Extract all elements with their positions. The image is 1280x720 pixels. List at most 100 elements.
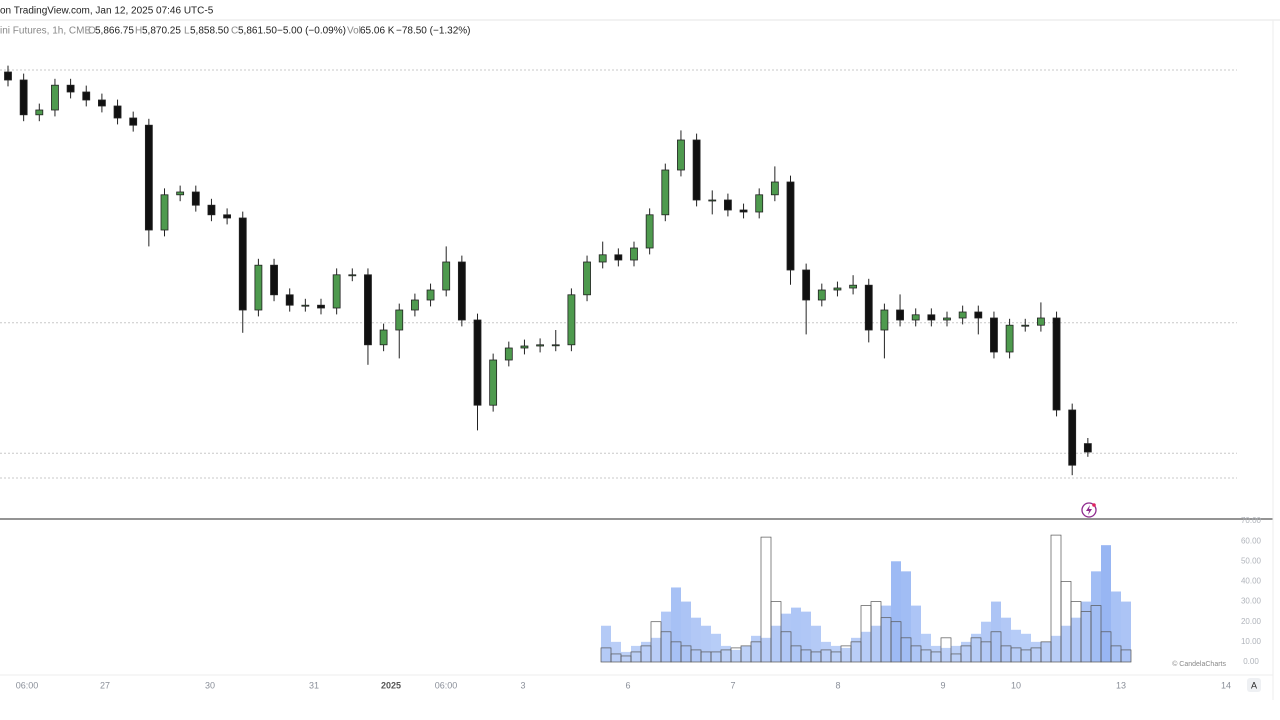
auto-scale-label[interactable]: A <box>1251 680 1257 690</box>
y-tick-label: 20.00 <box>1241 617 1262 626</box>
candle-body <box>113 105 122 119</box>
high-key: H <box>135 26 142 37</box>
candle-body <box>1005 324 1014 353</box>
candle-body <box>770 181 779 196</box>
candle-body <box>927 314 936 321</box>
auto-scale-button[interactable] <box>1247 678 1261 692</box>
candle-body <box>520 345 529 349</box>
profile-bar <box>921 633 931 662</box>
profile-bar <box>771 625 781 662</box>
candle-body <box>129 117 138 126</box>
profile-outline <box>940 637 952 663</box>
candle-body <box>958 311 967 319</box>
low-key: L <box>184 26 190 37</box>
profile-bar <box>1071 617 1081 662</box>
profile-bar <box>731 649 741 662</box>
profile-bar <box>651 637 661 662</box>
open-key: O <box>88 26 96 37</box>
symbol: ini Futures, 1h, CME <box>0 26 91 37</box>
candle-body <box>990 317 998 353</box>
candle-body <box>270 264 278 296</box>
profile-bar <box>741 645 751 662</box>
profile-bar <box>621 651 631 662</box>
profile-bar <box>841 647 851 662</box>
candle-body <box>786 181 795 271</box>
candle-body <box>442 261 451 291</box>
candle-body <box>880 309 889 331</box>
profile-bar <box>791 607 801 662</box>
candle-body <box>708 199 717 202</box>
profile-bar <box>631 645 641 662</box>
profile-bar <box>1041 641 1051 662</box>
time-label: 27 <box>100 680 110 690</box>
profile-bar <box>1001 617 1011 662</box>
candle-body <box>410 299 419 311</box>
candle-body <box>864 284 873 331</box>
profile-bar <box>1051 635 1061 662</box>
candle-body <box>896 309 904 321</box>
candle-body <box>98 99 106 107</box>
profile-bar <box>891 561 901 662</box>
profile-bar <box>681 601 691 662</box>
profile-bar <box>1031 641 1041 662</box>
candle-body <box>19 79 28 116</box>
profile-bar <box>781 613 791 662</box>
candle-body <box>1068 409 1077 466</box>
candle-body <box>301 304 310 307</box>
profile-outline <box>760 536 772 663</box>
profile-bar <box>851 637 861 662</box>
candle-body <box>661 169 670 216</box>
profile-bar <box>701 625 711 662</box>
time-label: 13 <box>1116 680 1126 690</box>
candle-body <box>504 347 513 361</box>
candle-body <box>802 269 811 301</box>
time-label: 7 <box>730 680 735 690</box>
time-label: 2025 <box>381 680 401 690</box>
profile-bar <box>931 645 941 662</box>
candle-body <box>395 309 404 331</box>
candle-body <box>348 274 357 277</box>
profile-bar <box>901 571 911 662</box>
candle-body <box>1037 317 1045 326</box>
candle-body <box>583 261 591 296</box>
candle-body <box>35 109 44 116</box>
candle-body <box>223 214 232 219</box>
time-label: 06:00 <box>435 680 458 690</box>
time-label: 06:00 <box>16 680 39 690</box>
candle-body <box>207 204 216 216</box>
time-label: 9 <box>940 680 945 690</box>
open: 5,866.75 <box>95 26 134 37</box>
profile-bar <box>861 631 871 662</box>
candle-body <box>379 329 388 346</box>
candle-body <box>4 71 12 81</box>
time-label: 14 <box>1221 680 1231 690</box>
candle-body <box>551 344 560 347</box>
profile-bar <box>1111 591 1121 662</box>
alert-icon[interactable] <box>1081 502 1097 518</box>
profile-bar <box>671 587 681 662</box>
candle-body <box>285 294 294 306</box>
candle-body <box>645 214 654 249</box>
profile-bar <box>941 647 951 662</box>
candle-body <box>1052 317 1061 411</box>
candle-body <box>692 139 701 201</box>
candle-body <box>457 261 466 321</box>
profile-bar <box>881 605 891 662</box>
change: −5.00 (−0.09%) <box>277 26 346 37</box>
candle-body <box>317 304 325 309</box>
candle-body <box>176 191 185 196</box>
profile-bar <box>721 645 731 662</box>
candle-body <box>1083 443 1092 453</box>
candle-body <box>833 287 842 291</box>
candle-body <box>473 319 482 406</box>
profile-bar <box>1081 601 1091 662</box>
candle-body <box>364 274 372 346</box>
time-label: 3 <box>520 680 525 690</box>
profile-bar <box>601 625 611 662</box>
profile-bar <box>751 635 761 662</box>
time-label: 10 <box>1011 680 1021 690</box>
close: 5,861.50 <box>238 26 277 37</box>
time-label: 6 <box>625 680 630 690</box>
volume-change: −78.50 (−1.32%) <box>396 26 471 37</box>
